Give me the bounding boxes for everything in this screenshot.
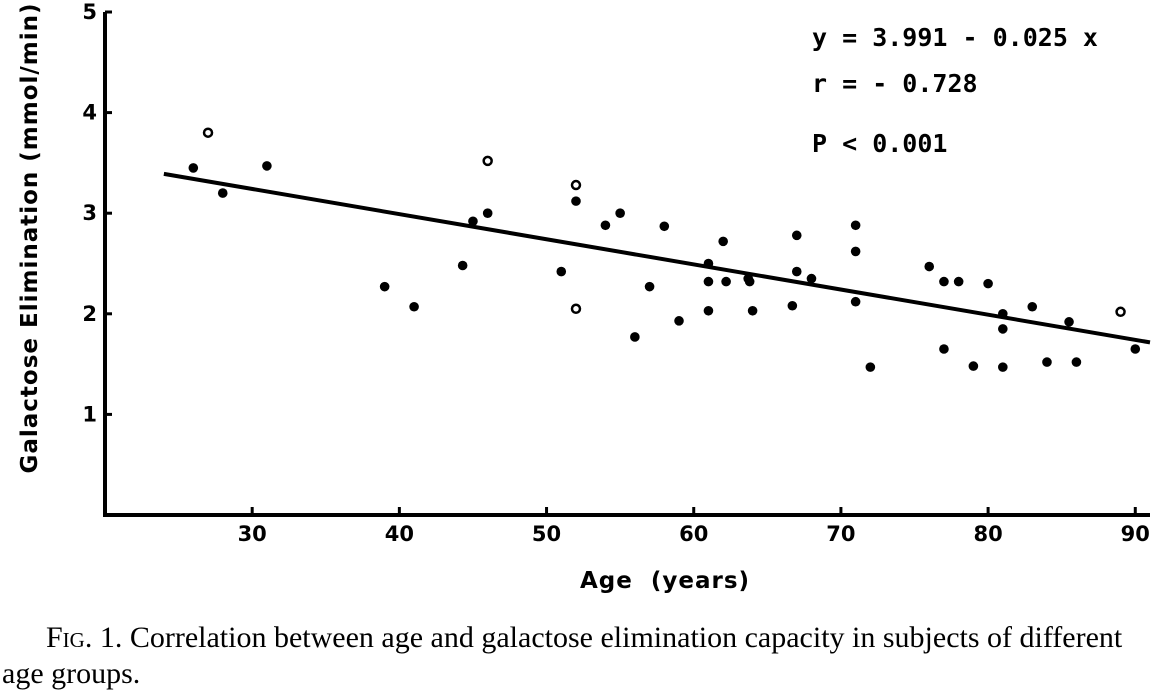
filled-point-35	[953, 276, 964, 287]
filled-point-44	[1071, 357, 1082, 367]
filled-point-30	[850, 296, 861, 307]
x-tick-label-90: 90	[1121, 522, 1150, 546]
y-tick-label-3: 3	[82, 201, 97, 225]
filled-point-17	[703, 276, 714, 287]
filled-point-24	[787, 300, 798, 311]
open-point-4	[1115, 306, 1126, 318]
filled-point-18	[703, 305, 714, 316]
filled-point-20	[721, 276, 731, 287]
y-tick-label-5: 5	[82, 0, 97, 24]
filled-point-9	[571, 196, 581, 206]
filled-point-39	[998, 324, 1008, 334]
y-ticks: 1 2 3 4 5	[82, 0, 112, 426]
filled-point-2	[262, 161, 272, 171]
open-point-2	[570, 179, 582, 191]
filled-point-15	[674, 316, 684, 326]
open-point-0	[202, 127, 214, 138]
x-tick-label-60: 60	[679, 522, 708, 546]
filled-point-28	[850, 220, 861, 231]
x-tick-label-40: 40	[385, 522, 414, 546]
filled-point-5	[457, 260, 468, 271]
filled-point-3	[379, 281, 390, 292]
filled-point-36	[968, 361, 979, 371]
figure-caption: Fig. 1. Correlation between age and gala…	[2, 620, 1162, 692]
filled-point-41	[1027, 301, 1038, 312]
filled-point-12	[630, 332, 640, 342]
annotations: y = 3.991 - 0.025 x r = - 0.728 P < 0.00…	[812, 23, 1098, 158]
y-tick-label-1: 1	[82, 402, 97, 426]
x-axis-title: Age (years)	[580, 568, 750, 594]
filled-point-34	[939, 344, 949, 354]
open-point-3	[570, 303, 582, 315]
axes	[103, 12, 1150, 517]
filled-point-23	[747, 305, 758, 316]
filled-point-10	[600, 220, 611, 231]
filled-point-40	[998, 362, 1008, 372]
regression-equation: y = 3.991 - 0.025 x	[812, 23, 1098, 52]
filled-point-1	[217, 188, 228, 198]
x-tick-label-80: 80	[973, 522, 1002, 546]
filled-point-14	[659, 221, 670, 232]
filled-point-38	[998, 309, 1008, 319]
filled-point-33	[939, 276, 949, 287]
filled-point-16	[703, 258, 714, 269]
data-points	[188, 127, 1141, 372]
filled-point-4	[409, 301, 419, 312]
y-tick-label-2: 2	[82, 302, 97, 326]
filled-point-42	[1042, 357, 1052, 367]
filled-point-43	[1064, 317, 1074, 327]
open-point-1	[482, 155, 493, 167]
filled-point-0	[188, 163, 199, 173]
x-ticks: 30 40 50 60 70 80 90	[238, 507, 1150, 546]
caption-text: Correlation between age and galactose el…	[2, 621, 1123, 690]
x-tick-label-30: 30	[238, 522, 267, 546]
figure-label: Fig. 1.	[46, 621, 123, 654]
filled-point-22	[744, 276, 755, 287]
filled-point-7	[482, 208, 493, 218]
filled-point-37	[983, 278, 993, 289]
filled-point-8	[556, 266, 567, 277]
filled-point-11	[615, 208, 625, 218]
filled-point-31	[865, 362, 876, 372]
y-axis-title: Galactose Elimination (mmol/min)	[17, 2, 43, 473]
regression-line	[163, 171, 1151, 345]
scatter-chart: 30 40 50 60 70 80 90 1 2 3 4 5 Age (years) Galacto…	[17, 0, 1151, 594]
x-tick-label-50: 50	[532, 522, 561, 546]
filled-point-32	[924, 261, 935, 272]
filled-point-27	[806, 273, 817, 284]
filled-point-29	[850, 246, 861, 257]
filled-point-45	[1130, 344, 1141, 354]
filled-point-13	[644, 281, 655, 292]
y-tick-label-4: 4	[82, 101, 97, 125]
correlation-coefficient: r = - 0.728	[812, 69, 978, 98]
p-value: P < 0.001	[812, 129, 947, 158]
filled-point-25	[791, 230, 802, 241]
x-tick-label-70: 70	[826, 522, 855, 546]
filled-point-19	[718, 236, 728, 247]
filled-point-26	[791, 266, 802, 277]
filled-point-6	[468, 216, 478, 227]
